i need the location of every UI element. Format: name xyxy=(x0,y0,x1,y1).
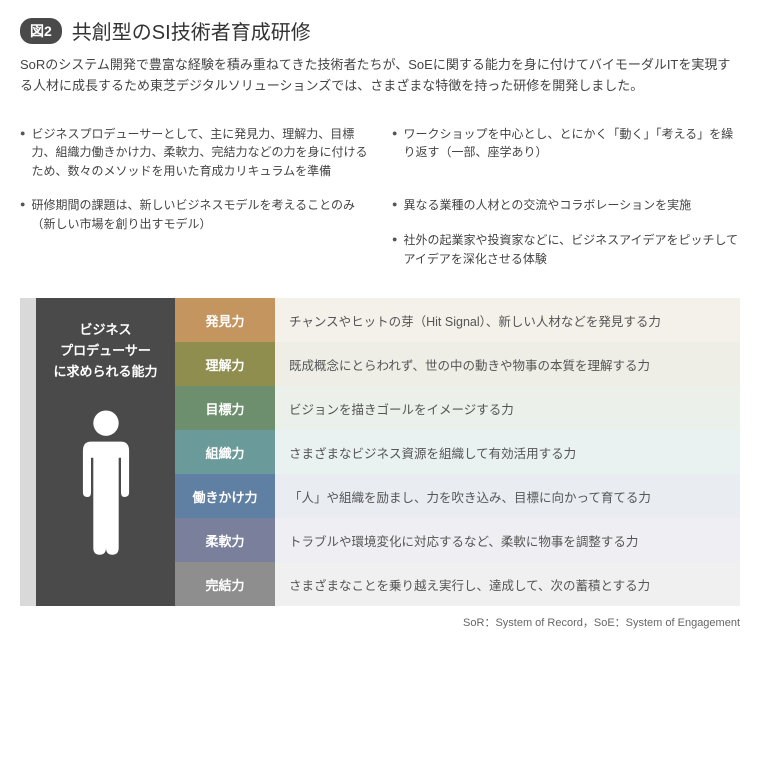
ability-description: さまざまなことを乗り越え実行し、達成して、次の蓄積とする力 xyxy=(275,562,740,606)
ability-row: 柔軟力トラブルや環境変化に対応するなど、柔軟に物事を調整する力 xyxy=(175,518,740,562)
bullet-item: ビジネスプロデューサーとして、主に発見力、理解力、目標力、組織力働きかけ力、柔軟… xyxy=(20,125,368,181)
ability-label: 働きかけ力 xyxy=(175,474,275,518)
ability-label: 柔軟力 xyxy=(175,518,275,562)
ability-description: 「人」や組織を励まし、力を吹き込み、目標に向かって育てる力 xyxy=(275,474,740,518)
left-label-line: ビジネス xyxy=(79,322,131,337)
ability-description: ビジョンを描きゴールをイメージする力 xyxy=(275,386,740,430)
ability-label: 目標力 xyxy=(175,386,275,430)
person-icon xyxy=(71,407,141,557)
ability-description: トラブルや環境変化に対応するなど、柔軟に物事を調整する力 xyxy=(275,518,740,562)
ability-description: さまざまなビジネス資源を組織して有効活用する力 xyxy=(275,430,740,474)
ability-row: 働きかけ力「人」や組織を励まし、力を吹き込み、目標に向かって育てる力 xyxy=(175,474,740,518)
ability-row: 目標力ビジョンを描きゴールをイメージする力 xyxy=(175,386,740,430)
left-panel-label: ビジネス プロデューサー に求められる能力 xyxy=(53,320,157,382)
ability-description: 既成概念にとらわれず、世の中の動きや物事の本質を理解する力 xyxy=(275,342,740,386)
bullet-grid: ビジネスプロデューサーとして、主に発見力、理解力、目標力、組織力働きかけ力、柔軟… xyxy=(20,125,740,269)
left-panel: ビジネス プロデューサー に求められる能力 xyxy=(20,298,175,606)
bullet-item: 社外の起業家や投資家などに、ビジネスアイデアをピッチしてアイデアを深化させる体験 xyxy=(392,231,740,268)
left-label-line: に求められる能力 xyxy=(53,364,157,379)
ability-row: 発見力チャンスやヒットの芽（Hit Signal）、新しい人材などを発見する力 xyxy=(175,298,740,342)
ability-label: 組織力 xyxy=(175,430,275,474)
ability-row: 組織力さまざまなビジネス資源を組織して有効活用する力 xyxy=(175,430,740,474)
ability-diagram: ビジネス プロデューサー に求められる能力 発見力チャンスやヒットの芽（Hit … xyxy=(20,298,740,606)
ability-description: チャンスやヒットの芽（Hit Signal）、新しい人材などを発見する力 xyxy=(275,298,740,342)
figure-title: 共創型のSI技術者育成研修 xyxy=(72,16,311,45)
figure-header: 図2 共創型のSI技術者育成研修 xyxy=(20,16,740,45)
ability-label: 発見力 xyxy=(175,298,275,342)
bullet-text: 異なる業種の人材との交流やコラボレーションを実施 xyxy=(403,196,691,215)
footnote: SoR：System of Record，SoE：System of Engag… xyxy=(20,614,740,630)
figure-badge: 図2 xyxy=(20,18,62,44)
ability-label: 完結力 xyxy=(175,562,275,606)
bullet-item: 研修期間の課題は、新しいビジネスモデルを考えることのみ（新しい市場を創り出すモデ… xyxy=(20,196,368,268)
bullet-text: 社外の起業家や投資家などに、ビジネスアイデアをピッチしてアイデアを深化させる体験 xyxy=(403,231,740,268)
ability-rows: 発見力チャンスやヒットの芽（Hit Signal）、新しい人材などを発見する力理… xyxy=(175,298,740,606)
bullet-item: ワークショップを中心とし、とにかく「動く」「考える」を繰り返す（一部、座学あり） xyxy=(392,125,740,181)
bullet-text: ワークショップを中心とし、とにかく「動く」「考える」を繰り返す（一部、座学あり） xyxy=(403,125,740,181)
intro-text: SoRのシステム開発で豊富な経験を積み重ねてきた技術者たちが、SoEに関する能力… xyxy=(20,55,740,97)
bullet-text: 研修期間の課題は、新しいビジネスモデルを考えることのみ（新しい市場を創り出すモデ… xyxy=(31,196,368,268)
ability-label: 理解力 xyxy=(175,342,275,386)
bullet-text: ビジネスプロデューサーとして、主に発見力、理解力、目標力、組織力働きかけ力、柔軟… xyxy=(31,125,368,181)
ability-row: 理解力既成概念にとらわれず、世の中の動きや物事の本質を理解する力 xyxy=(175,342,740,386)
ability-row: 完結力さまざまなことを乗り越え実行し、達成して、次の蓄積とする力 xyxy=(175,562,740,606)
left-label-line: プロデューサー xyxy=(60,343,151,358)
bullet-item: 異なる業種の人材との交流やコラボレーションを実施 xyxy=(392,196,740,215)
